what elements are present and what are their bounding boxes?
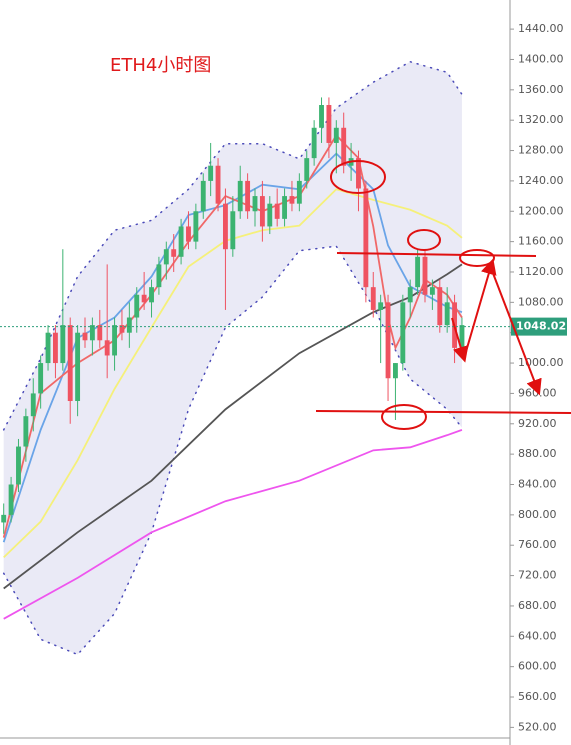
- candle-body: [282, 196, 288, 219]
- chart-title: ETH4小时图: [110, 55, 211, 76]
- candle-body: [429, 287, 435, 295]
- candle-body: [452, 302, 458, 348]
- candle-body: [134, 294, 140, 318]
- candle-body: [333, 127, 339, 143]
- candle-body: [341, 127, 347, 166]
- y-tick-label: 960.00: [518, 386, 557, 399]
- band-upper: [2, 60, 463, 431]
- candle-body: [52, 332, 58, 364]
- candle-body: [38, 363, 44, 394]
- candle-body: [104, 340, 110, 356]
- y-tick-label: 1280.00: [518, 144, 564, 157]
- y-tick-label: 1240.00: [518, 174, 564, 187]
- candle-body: [23, 416, 29, 447]
- candle-body: [97, 325, 103, 341]
- candle-body: [126, 317, 132, 333]
- candle-body: [82, 332, 88, 341]
- candle-body: [459, 325, 465, 348]
- y-tick-label: 840.00: [518, 477, 557, 490]
- candle-body: [444, 302, 450, 326]
- moving-average: [3, 263, 463, 590]
- candle-body: [163, 249, 169, 265]
- candle-body: [392, 363, 398, 379]
- moving-average: [3, 188, 463, 559]
- candle-body: [215, 165, 221, 204]
- y-tick-label: 520.00: [518, 720, 557, 733]
- y-tick-label: 1160.00: [518, 235, 564, 248]
- y-tick-label: 800.00: [518, 508, 557, 521]
- candle-body: [319, 105, 324, 128]
- candle-body: [230, 211, 236, 250]
- candle-body: [296, 180, 302, 204]
- candle-body: [415, 256, 421, 288]
- candle-body: [356, 158, 361, 189]
- y-tick-label: 1400.00: [518, 52, 564, 65]
- bollinger-band: [3, 61, 462, 655]
- candle-body: [274, 203, 280, 219]
- candle-body: [385, 302, 391, 379]
- y-tick-label: 600.00: [518, 660, 557, 673]
- candle-body: [16, 446, 21, 485]
- y-tick-label: 1200.00: [518, 204, 564, 217]
- y-tick-label: 720.00: [518, 569, 557, 582]
- moving-average: [3, 429, 463, 620]
- candle-body: [178, 226, 184, 257]
- y-tick-label: 1320.00: [518, 113, 564, 126]
- candle-body: [267, 203, 273, 227]
- candle-body: [193, 211, 199, 242]
- candle-body: [378, 302, 384, 310]
- candle-body: [304, 158, 310, 181]
- y-tick-label: 640.00: [518, 629, 557, 642]
- candle-body: [8, 484, 14, 515]
- candle-body: [363, 188, 369, 288]
- candle-body: [200, 180, 206, 212]
- y-tick-label: 1000.00: [518, 356, 564, 369]
- candle-body: [437, 287, 443, 326]
- candle-body: [75, 332, 81, 402]
- candle-body: [311, 127, 317, 159]
- candle-body: [60, 325, 66, 364]
- candle-body: [222, 203, 228, 250]
- candle-body: [400, 302, 406, 364]
- y-tick-label: 680.00: [518, 599, 557, 612]
- candle-body: [67, 325, 73, 402]
- candle-body: [149, 287, 154, 303]
- candle-body: [112, 325, 118, 356]
- candle-body: [348, 158, 354, 166]
- candle-body: [407, 287, 413, 303]
- candle-body: [89, 325, 95, 341]
- y-tick-label: 1440.00: [518, 22, 564, 35]
- candle-body: [252, 196, 258, 212]
- y-tick-label: 560.00: [518, 690, 557, 703]
- candle-body: [171, 249, 177, 257]
- y-tick-label: 1360.00: [518, 83, 564, 96]
- candle-body: [186, 226, 191, 242]
- candle-body: [208, 165, 214, 181]
- candle-body: [259, 196, 265, 227]
- candle-body: [289, 196, 295, 204]
- y-tick-label: 760.00: [518, 538, 557, 551]
- y-tick-label: 920.00: [518, 417, 557, 430]
- candle-body: [370, 287, 376, 310]
- y-tick-label: 1120.00: [518, 265, 564, 278]
- candle-body: [326, 105, 332, 143]
- candle-body: [156, 264, 162, 288]
- last-price-label: 1048.02: [516, 320, 566, 333]
- candle-body: [237, 180, 243, 212]
- candle-body: [422, 256, 428, 295]
- candle-body: [30, 393, 36, 417]
- y-tick-label: 1080.00: [518, 295, 564, 308]
- candle-body: [119, 325, 125, 333]
- candle-body: [1, 514, 7, 523]
- candle-body: [141, 294, 147, 303]
- candle-body: [245, 180, 251, 212]
- candle-body: [45, 332, 51, 364]
- y-tick-label: 880.00: [518, 447, 557, 460]
